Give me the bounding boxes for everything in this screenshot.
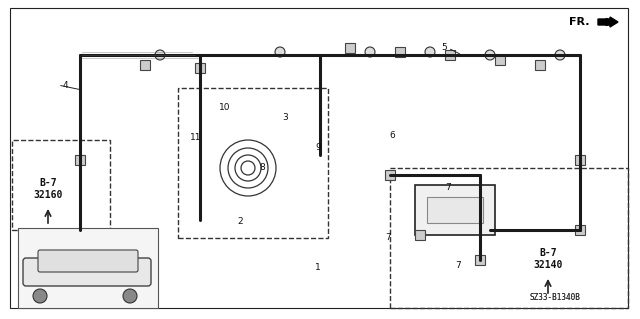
Text: 6: 6 bbox=[389, 131, 395, 140]
Bar bbox=[395, 47, 405, 57]
Text: 5: 5 bbox=[441, 43, 447, 53]
Text: 2: 2 bbox=[237, 218, 243, 226]
Bar bbox=[18, 228, 158, 308]
Bar bbox=[575, 225, 585, 235]
Text: 7: 7 bbox=[385, 234, 391, 242]
Circle shape bbox=[555, 50, 565, 60]
Circle shape bbox=[123, 289, 137, 303]
Bar bbox=[195, 63, 205, 73]
Bar bbox=[12, 140, 110, 230]
FancyBboxPatch shape bbox=[38, 250, 138, 272]
Text: 7: 7 bbox=[445, 183, 451, 192]
Text: 3: 3 bbox=[282, 114, 288, 122]
FancyBboxPatch shape bbox=[23, 258, 151, 286]
Text: 11: 11 bbox=[190, 133, 202, 143]
Text: SZ33-B1340B: SZ33-B1340B bbox=[530, 293, 581, 302]
Text: 9: 9 bbox=[315, 144, 321, 152]
Bar bbox=[140, 60, 150, 70]
Text: FR.: FR. bbox=[570, 17, 590, 27]
Bar bbox=[345, 43, 355, 53]
Text: B-7
32140: B-7 32140 bbox=[533, 248, 563, 270]
Circle shape bbox=[365, 47, 375, 57]
Text: 7: 7 bbox=[455, 261, 461, 270]
FancyArrow shape bbox=[598, 17, 618, 27]
Bar bbox=[385, 170, 395, 180]
Text: 1: 1 bbox=[315, 263, 321, 272]
Bar bbox=[535, 60, 545, 70]
Text: 10: 10 bbox=[220, 103, 231, 113]
Circle shape bbox=[275, 47, 285, 57]
Text: B-7
32160: B-7 32160 bbox=[33, 178, 63, 200]
Circle shape bbox=[155, 50, 165, 60]
Bar bbox=[427, 197, 483, 223]
Text: 8: 8 bbox=[259, 164, 265, 173]
Bar bbox=[415, 230, 425, 240]
Bar bbox=[415, 185, 495, 235]
Circle shape bbox=[33, 289, 47, 303]
Bar bbox=[495, 55, 505, 65]
Bar bbox=[390, 168, 628, 308]
Text: SZ33-B1340B: SZ33-B1340B bbox=[530, 293, 581, 302]
Text: 4: 4 bbox=[62, 80, 68, 90]
Circle shape bbox=[485, 50, 495, 60]
Bar bbox=[475, 255, 485, 265]
Bar bbox=[445, 50, 455, 60]
Circle shape bbox=[425, 47, 435, 57]
Bar bbox=[575, 155, 585, 165]
Bar bbox=[75, 155, 85, 165]
Bar bbox=[178, 88, 328, 238]
